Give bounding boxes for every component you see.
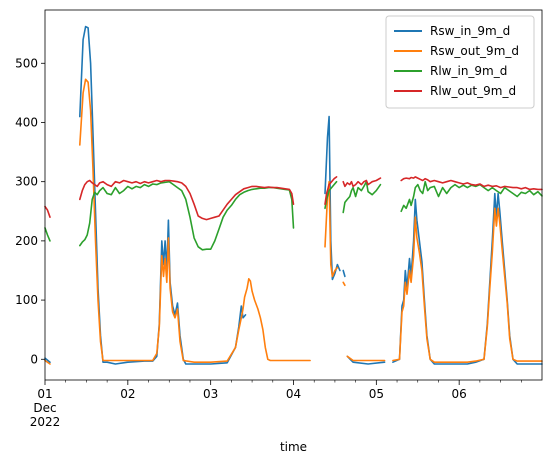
series-line-Rlw_out_9m_d-segment-4: [400, 176, 543, 191]
x-tick-label: 01 Dec 2022: [30, 387, 61, 429]
series-line-Rsw_in_9m_d-segment-0: [44, 357, 51, 363]
y-tick-label: 100: [15, 293, 38, 307]
series-line-Rsw_in_9m_d-segment-3: [342, 269, 346, 278]
legend-label-Rsw_out_9m_d: Rsw_out_9m_d: [430, 44, 519, 58]
legend-label-Rsw_in_9m_d: Rsw_in_9m_d: [430, 24, 510, 38]
series-line-Rsw_out_9m_d-segment-4: [346, 355, 386, 362]
x-tick-label: 03: [203, 387, 218, 401]
series-line-Rlw_in_9m_d-segment-1: [79, 180, 295, 251]
series-line-Rlw_out_9m_d-segment-0: [44, 205, 51, 218]
series-line-Rlw_out_9m_d-segment-2: [324, 176, 338, 205]
series-line-Rsw_out_9m_d-segment-0: [44, 359, 51, 365]
y-tick-label: 500: [15, 56, 38, 70]
series-line-Rlw_out_9m_d-segment-3: [342, 177, 382, 188]
series-line-Rsw_out_9m_d-segment-1: [79, 78, 311, 363]
legend-label-Rlw_out_9m_d: Rlw_out_9m_d: [430, 84, 516, 98]
series-line-Rlw_in_9m_d-segment-4: [400, 180, 543, 213]
legend-box: [385, 15, 535, 109]
x-axis-label: time: [280, 440, 307, 454]
y-axis: 0 100 200 300 400 500: [15, 56, 45, 366]
x-tick-label: 05: [369, 387, 384, 401]
series-line-Rsw_in_9m_d-segment-2: [324, 115, 341, 281]
x-tick-label: 02: [120, 387, 135, 401]
x-tick-label: 04: [286, 387, 301, 401]
y-tick-label: 400: [15, 115, 38, 129]
legend-label-Rlw_in_9m_d: Rlw_in_9m_d: [430, 64, 507, 78]
legend: Rsw_in_9m_d Rsw_out_9m_d Rlw_in_9m_d Rlw_ou…: [385, 15, 535, 109]
y-tick-label: 0: [30, 352, 38, 366]
y-tick-label: 200: [15, 234, 38, 248]
series-line-Rlw_in_9m_d-segment-3: [342, 180, 382, 214]
series-line-Rsw_in_9m_d-segment-1: [79, 25, 247, 365]
y-tick-label: 300: [15, 175, 38, 189]
series-line-Rlw_in_9m_d-segment-2: [324, 180, 338, 210]
series-line-Rlw_in_9m_d-segment-0: [44, 227, 51, 242]
x-tick-label: 06: [452, 387, 467, 401]
series-line-Rsw_out_9m_d-segment-3: [342, 281, 346, 287]
series-line-Rlw_out_9m_d-segment-1: [79, 179, 295, 221]
series-line-Rsw_out_9m_d-segment-5: [392, 207, 543, 363]
x-axis: 01 Dec 2022 02 03 04 05 06: [30, 380, 522, 429]
